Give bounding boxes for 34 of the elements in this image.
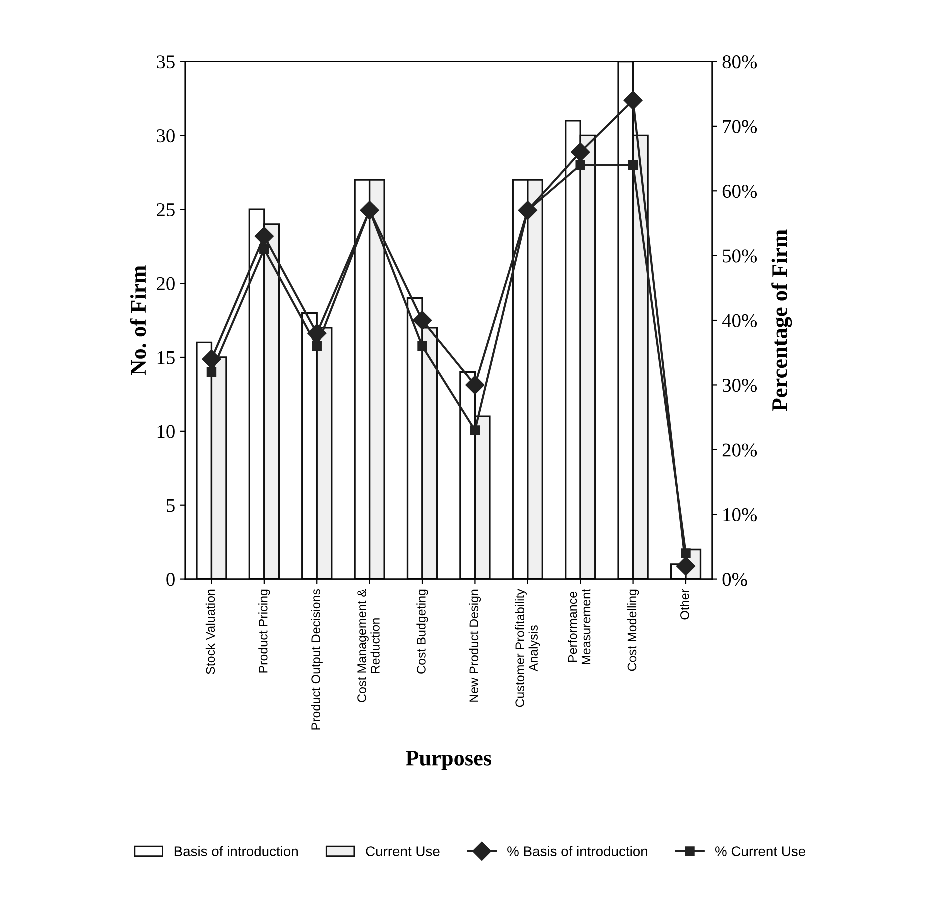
- x-tick-label: Cost Management & Reduction: [358, 589, 380, 702]
- y-tick-label: 25: [157, 203, 175, 217]
- x-tick-label: New Product Design: [469, 590, 482, 702]
- x-tick-label: Stock Valuation: [206, 590, 216, 674]
- x-tick-label: Product Output Decisions: [311, 589, 323, 730]
- y-tick-label: 0: [166, 573, 175, 586]
- x-tick-label: Cost Modelling: [627, 590, 640, 672]
- y2-tick-label: 20%: [722, 444, 758, 457]
- legend-label: Basis of introduction: [174, 846, 298, 856]
- y2-tick-label: 80%: [722, 56, 758, 69]
- legend-label: Current Use: [366, 846, 440, 856]
- y2-tick-label: 40%: [722, 314, 758, 328]
- y-tick-label: 10: [158, 425, 175, 438]
- x-tick-label: Product Pricing: [258, 590, 270, 673]
- y-tick-label: 30: [157, 129, 175, 143]
- y2-tick-label: 50%: [723, 250, 758, 263]
- y2-tick-label: 60%: [722, 184, 758, 198]
- y-tick-label: 35: [157, 56, 175, 69]
- x-tick-label: Customer Profitability Analysis: [515, 589, 540, 708]
- y2-tick-label: 10%: [724, 508, 758, 522]
- x-tick-label: Cost Budgeting: [416, 590, 428, 674]
- y2-tick-label: 70%: [723, 120, 758, 134]
- x-axis-title: Purposes: [406, 751, 492, 770]
- y-tick-label: 15: [158, 351, 175, 364]
- y-axis-title: No. of Firm: [130, 266, 146, 376]
- y-tick-label: 20: [157, 277, 175, 290]
- legend-label: % Basis of introduction: [508, 846, 648, 856]
- legend-label: % Current Use: [716, 846, 806, 856]
- x-tick-label: Other: [680, 589, 690, 620]
- y2-axis-title: Percentage of Firm: [772, 230, 792, 412]
- y2-tick-label: 0%: [722, 573, 748, 586]
- y2-tick-label: 30%: [722, 379, 758, 392]
- x-tick-label: Performance Measurement: [568, 589, 591, 664]
- y-tick-label: 5: [167, 499, 175, 512]
